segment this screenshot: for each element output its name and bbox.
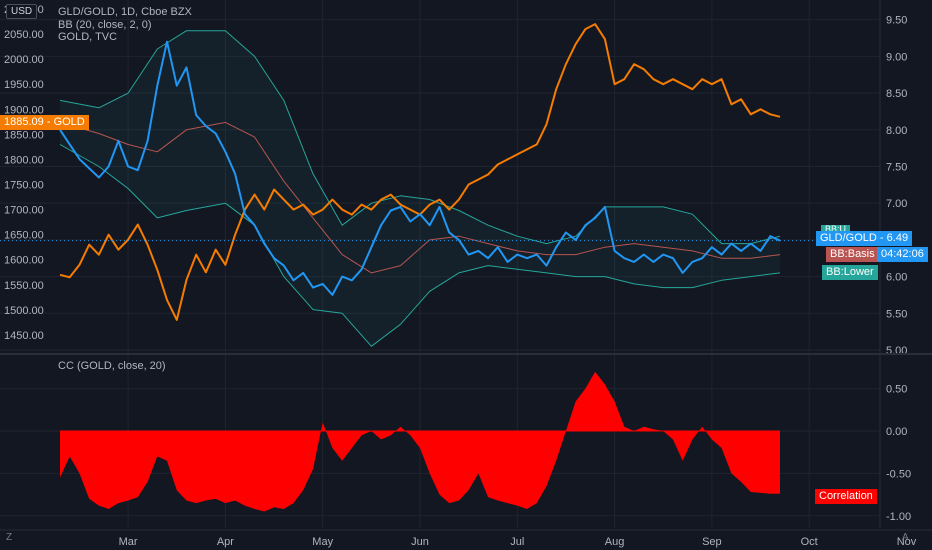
left-axis-tick-label: 1550.00 — [4, 280, 44, 292]
log-scale-toggle[interactable]: Z — [6, 532, 13, 543]
left-axis-tick-label: 2000.00 — [4, 54, 44, 66]
ratio-value: 6.49 — [886, 232, 909, 244]
ratio-line — [59, 40, 781, 296]
right-axis-tick-label: 7.00 — [886, 198, 907, 210]
ratio-label: GLD/GOLD — [820, 232, 877, 244]
left-axis-tick-label: 2050.00 — [4, 29, 44, 41]
left-axis-tick-label: 1500.00 — [4, 305, 44, 317]
x-tick-label: Oct — [801, 536, 818, 548]
right-axis-tick-label: 6.00 — [886, 272, 907, 284]
correlation-tag: Correlation — [815, 489, 877, 504]
cc-axis-tick-label: -1.00 — [886, 511, 911, 523]
left-axis-tick-label: 1750.00 — [4, 180, 44, 192]
bb-basis-tag: BB:Basis — [826, 247, 879, 262]
ratio-price-tag: GLD/GOLD - 6.49 — [816, 231, 913, 246]
cc-axis-tick-label: 0.00 — [886, 426, 907, 438]
legend-main-series[interactable]: GLD/GOLD, 1D, Cboe BZX — [58, 6, 192, 18]
bollinger-band-fill — [60, 30, 780, 347]
cc-axis-tick-label: -0.50 — [886, 468, 911, 480]
x-tick-label: Mar — [119, 536, 138, 548]
countdown-tag: 04:42:06 — [877, 247, 928, 262]
bb-lower-tag: BB:Lower — [822, 265, 878, 280]
correlation-area — [60, 371, 780, 512]
x-tick-label: Apr — [217, 536, 234, 548]
auto-scale-toggle[interactable]: A — [902, 532, 909, 543]
left-axis-tick-label: 1450.00 — [4, 330, 44, 342]
legend-correlation-indicator[interactable]: CC (GOLD, close, 20) — [58, 360, 166, 372]
right-axis-tick-label: 5.00 — [886, 345, 907, 357]
right-axis-tick-label: 8.00 — [886, 125, 907, 137]
left-axis-tick-label: 1600.00 — [4, 255, 44, 267]
right-axis-tick-label: 7.50 — [886, 161, 907, 173]
x-tick-label: Jul — [510, 536, 524, 548]
left-axis-tick-label: 1800.00 — [4, 154, 44, 166]
left-axis-tick-label: 1700.00 — [4, 205, 44, 217]
left-axis-tick-label: 1650.00 — [4, 230, 44, 242]
left-axis-tick-label: 1850.00 — [4, 129, 44, 141]
bb-upper-tag: BB:U — [821, 225, 851, 233]
right-axis-tick-label: 8.50 — [886, 88, 907, 100]
legend-bollinger-bands[interactable]: BB (20, close, 2, 0) — [58, 19, 152, 31]
right-axis-tick-label: 9.50 — [886, 15, 907, 27]
right-axis-tick-label: 9.00 — [886, 51, 907, 63]
right-axis-tick-label: 5.50 — [886, 308, 907, 320]
bb-basis-line — [59, 121, 781, 274]
gold-price-tag: 1885.09 - GOLD — [0, 115, 89, 130]
x-tick-label: Aug — [605, 536, 625, 548]
currency-badge[interactable]: USD — [6, 4, 38, 19]
gold-price-label: GOLD — [53, 116, 85, 128]
cc-axis-tick-label: 0.50 — [886, 384, 907, 396]
bb-upper-line — [59, 30, 781, 245]
x-tick-label: Nov — [897, 536, 917, 548]
bb-lower-line — [59, 144, 781, 347]
x-tick-label: Sep — [702, 536, 722, 548]
x-tick-label: Jun — [411, 536, 429, 548]
legend-gold-series[interactable]: GOLD, TVC — [58, 31, 118, 43]
left-axis-tick-label: 1950.00 — [4, 79, 44, 91]
gold-price-value: 1885.09 — [4, 116, 44, 128]
left-axis-tick-label: 1900.00 — [4, 104, 44, 116]
x-tick-label: May — [312, 536, 333, 548]
